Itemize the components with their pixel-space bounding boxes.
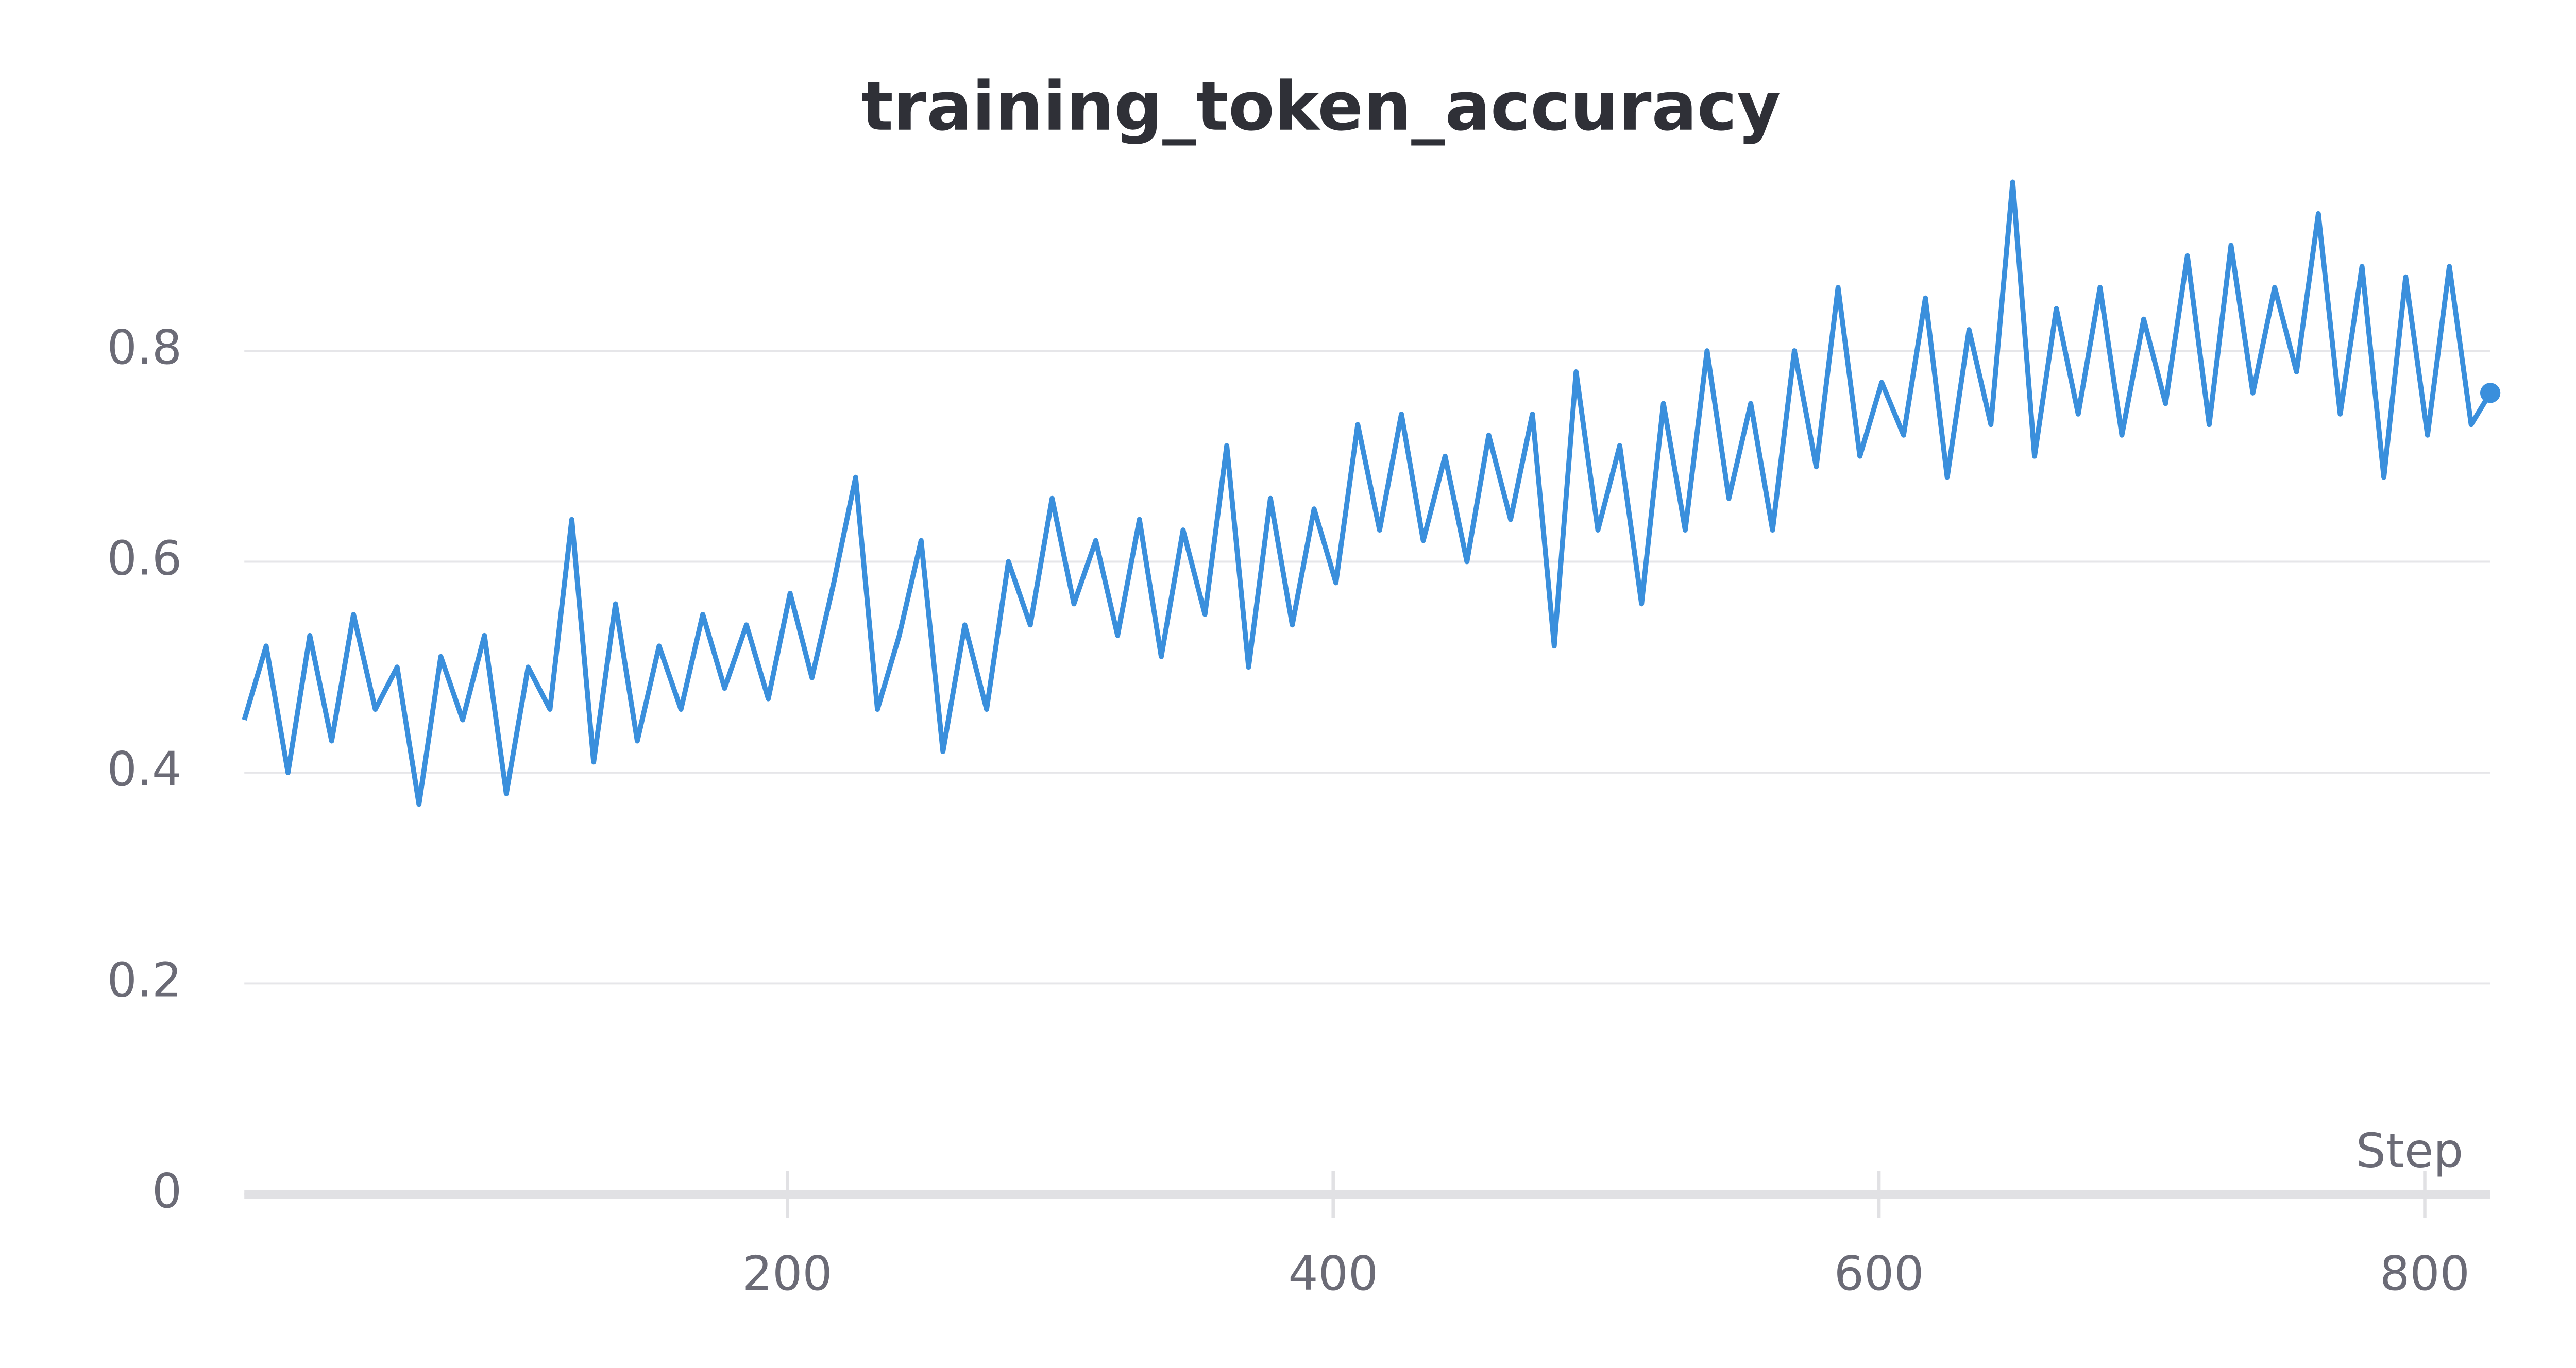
y-tick-label: 0.6 <box>107 531 182 586</box>
y-tick-label: 0.8 <box>107 320 182 375</box>
x-tick-label: 400 <box>1288 1246 1378 1301</box>
data-line <box>242 179 2493 807</box>
x-tick-label: 800 <box>2380 1246 2470 1301</box>
x-tick-label: 600 <box>1834 1246 1924 1301</box>
end-point <box>2480 383 2501 403</box>
y-tick-label: 0.2 <box>107 952 182 1007</box>
x-tick-label: 200 <box>742 1246 833 1301</box>
y-tick-label: 0.4 <box>107 742 182 797</box>
x-axis-label: Step <box>2356 1123 2463 1178</box>
chart-title: training_token_accuracy <box>861 67 1781 146</box>
y-tick-label: 0 <box>152 1164 182 1219</box>
